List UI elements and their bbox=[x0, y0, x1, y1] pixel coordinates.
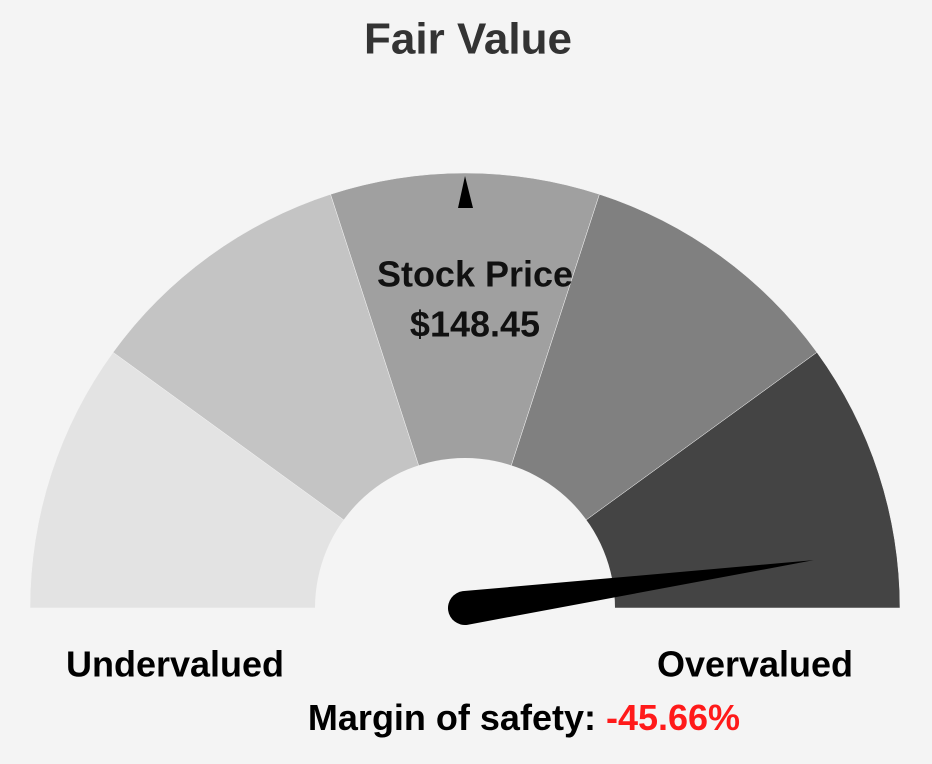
value-caption: Margin of safety: bbox=[308, 697, 596, 738]
chart-title: Fair Value bbox=[364, 15, 572, 64]
value-label: -45.66% bbox=[606, 697, 740, 738]
fair-value-marker bbox=[458, 176, 473, 208]
needle-group bbox=[447, 560, 814, 626]
center-label: Stock Price bbox=[377, 254, 573, 295]
gauge-band bbox=[330, 172, 600, 609]
max-label: Overvalued bbox=[657, 644, 853, 685]
min-label: Undervalued bbox=[66, 644, 284, 685]
value-line: Margin of safety: -45.66% bbox=[308, 697, 740, 738]
center-value: $148.45 bbox=[410, 304, 540, 345]
needle bbox=[447, 560, 814, 626]
